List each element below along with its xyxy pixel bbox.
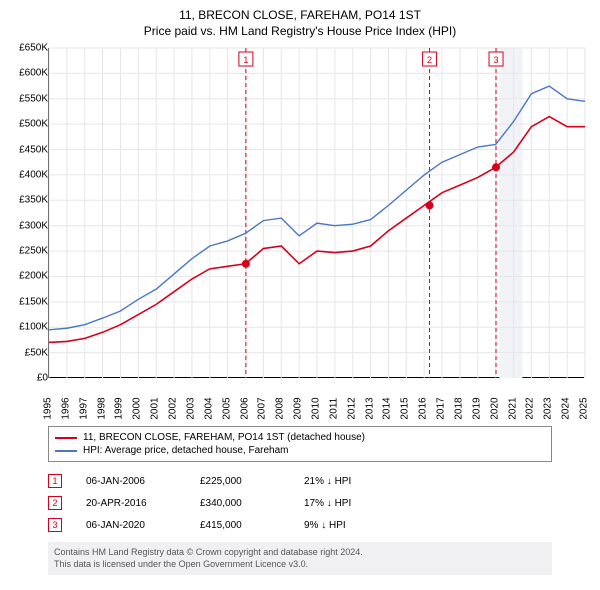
x-tick-label: 2020 bbox=[489, 397, 500, 419]
x-tick-label: 2002 bbox=[168, 397, 179, 419]
x-tick-label: 2025 bbox=[579, 397, 590, 419]
y-tick-label: £50K bbox=[25, 347, 48, 358]
x-tick-label: 2014 bbox=[382, 397, 393, 419]
x-tick-label: 2010 bbox=[311, 397, 322, 419]
event-delta: 17% ↓ HPI bbox=[304, 498, 394, 509]
x-tick-label: 2012 bbox=[346, 397, 357, 419]
y-tick-label: £150K bbox=[19, 296, 48, 307]
y-tick-label: £300K bbox=[19, 220, 48, 231]
x-tick-label: 2016 bbox=[418, 397, 429, 419]
x-tick-label: 2009 bbox=[293, 397, 304, 419]
x-tick-label: 2024 bbox=[561, 397, 572, 419]
x-tick-label: 2017 bbox=[436, 397, 447, 419]
title-line1: 11, BRECON CLOSE, FAREHAM, PO14 1ST bbox=[0, 8, 600, 22]
plot-region: 1 2 3 bbox=[48, 48, 584, 378]
title-line2: Price paid vs. HM Land Registry's House … bbox=[0, 24, 600, 38]
event-row: 1 06-JAN-2006 £225,000 21% ↓ HPI bbox=[48, 470, 552, 492]
x-tick-label: 2007 bbox=[257, 397, 268, 419]
legend: 11, BRECON CLOSE, FAREHAM, PO14 1ST (det… bbox=[48, 426, 552, 462]
y-tick-label: £200K bbox=[19, 271, 48, 282]
event-row: 3 06-JAN-2020 £415,000 9% ↓ HPI bbox=[48, 514, 552, 536]
legend-swatch bbox=[55, 450, 77, 452]
x-tick-label: 2006 bbox=[239, 397, 250, 419]
x-tick-label: 1998 bbox=[96, 397, 107, 419]
event-price: £415,000 bbox=[200, 520, 280, 531]
y-tick-label: £650K bbox=[19, 43, 48, 54]
event-badge: 2 bbox=[48, 496, 62, 510]
footer-line2: This data is licensed under the Open Gov… bbox=[54, 559, 546, 571]
event-delta: 9% ↓ HPI bbox=[304, 520, 394, 531]
y-tick-label: £250K bbox=[19, 246, 48, 257]
legend-row: HPI: Average price, detached house, Fare… bbox=[55, 444, 545, 457]
legend-label: 11, BRECON CLOSE, FAREHAM, PO14 1ST (det… bbox=[83, 432, 365, 443]
x-tick-label: 2019 bbox=[471, 397, 482, 419]
legend-row: 11, BRECON CLOSE, FAREHAM, PO14 1ST (det… bbox=[55, 431, 545, 444]
event-price: £225,000 bbox=[200, 476, 280, 487]
x-tick-label: 1999 bbox=[114, 397, 125, 419]
x-tick-label: 1996 bbox=[60, 397, 71, 419]
y-tick-label: £400K bbox=[19, 169, 48, 180]
event-date: 06-JAN-2006 bbox=[86, 476, 176, 487]
y-tick-label: £500K bbox=[19, 119, 48, 130]
event-badge: 3 bbox=[48, 518, 62, 532]
x-tick-label: 1997 bbox=[78, 397, 89, 419]
x-tick-label: 2023 bbox=[543, 397, 554, 419]
y-tick-label: £0 bbox=[37, 373, 48, 384]
y-tick-label: £550K bbox=[19, 93, 48, 104]
x-tick-label: 2013 bbox=[364, 397, 375, 419]
x-tick-label: 2003 bbox=[185, 397, 196, 419]
x-tick-label: 2015 bbox=[400, 397, 411, 419]
x-tick-label: 2005 bbox=[221, 397, 232, 419]
x-tick-label: 2022 bbox=[525, 397, 536, 419]
event-row: 2 20-APR-2016 £340,000 17% ↓ HPI bbox=[48, 492, 552, 514]
x-tick-label: 2001 bbox=[150, 397, 161, 419]
y-tick-label: £350K bbox=[19, 195, 48, 206]
y-tick-label: £100K bbox=[19, 322, 48, 333]
x-tick-label: 1995 bbox=[43, 397, 54, 419]
y-tick-label: £600K bbox=[19, 68, 48, 79]
event-delta: 21% ↓ HPI bbox=[304, 476, 394, 487]
x-tick-label: 2018 bbox=[453, 397, 464, 419]
legend-swatch bbox=[55, 437, 77, 439]
event-table: 1 06-JAN-2006 £225,000 21% ↓ HPI 2 20-APR-201… bbox=[48, 470, 552, 536]
x-tick-label: 2004 bbox=[203, 397, 214, 419]
legend-label: HPI: Average price, detached house, Fare… bbox=[83, 445, 289, 456]
x-tick-label: 2021 bbox=[507, 397, 518, 419]
x-tick-label: 2011 bbox=[328, 398, 339, 420]
footer-line1: Contains HM Land Registry data © Crown c… bbox=[54, 547, 546, 559]
x-tick-label: 2008 bbox=[275, 397, 286, 419]
svg-text:1: 1 bbox=[243, 55, 248, 65]
event-badge: 1 bbox=[48, 474, 62, 488]
svg-text:2: 2 bbox=[427, 55, 432, 65]
event-price: £340,000 bbox=[200, 498, 280, 509]
event-date: 20-APR-2016 bbox=[86, 498, 176, 509]
chart-title: 11, BRECON CLOSE, FAREHAM, PO14 1ST Pric… bbox=[0, 0, 600, 40]
event-date: 06-JAN-2020 bbox=[86, 520, 176, 531]
x-tick-label: 2000 bbox=[132, 397, 143, 419]
y-tick-label: £450K bbox=[19, 144, 48, 155]
chart-area: 1 2 3 £0 £50K £100K £150K £200K £250K £300K £350K… bbox=[0, 40, 600, 420]
footer-attribution: Contains HM Land Registry data © Crown c… bbox=[48, 542, 552, 575]
svg-text:3: 3 bbox=[494, 55, 499, 65]
